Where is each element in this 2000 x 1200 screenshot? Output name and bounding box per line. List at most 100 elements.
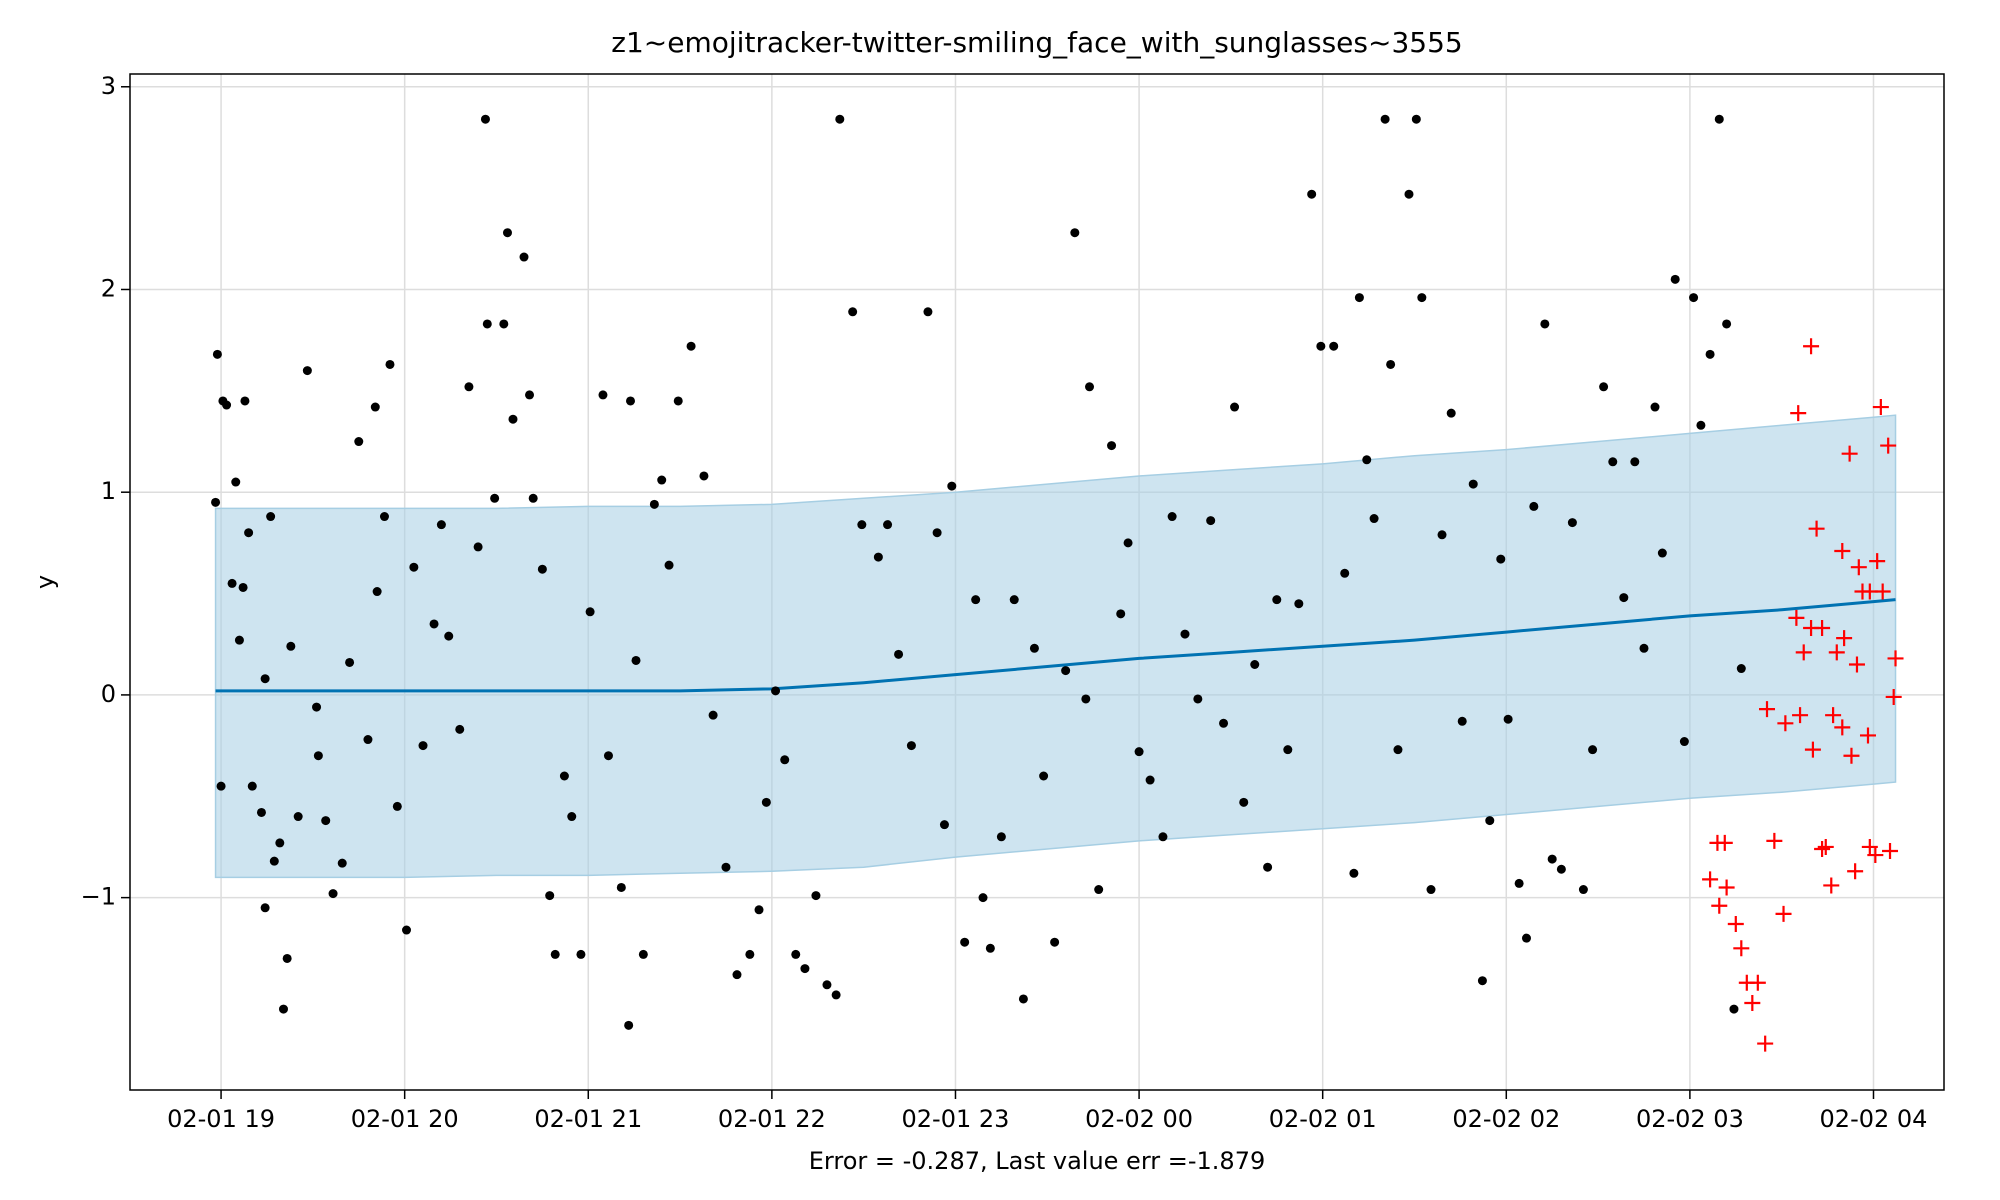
data-point bbox=[240, 396, 250, 406]
data-point bbox=[947, 481, 957, 491]
future-point bbox=[1834, 719, 1851, 736]
data-point bbox=[1329, 341, 1339, 351]
data-point bbox=[923, 307, 933, 317]
data-point bbox=[1180, 629, 1190, 639]
data-point bbox=[222, 400, 232, 410]
data-point bbox=[745, 949, 755, 959]
data-point bbox=[1206, 516, 1216, 526]
data-point bbox=[212, 349, 222, 359]
data-point bbox=[1496, 554, 1506, 564]
data-point bbox=[1417, 293, 1427, 303]
data-point bbox=[238, 582, 248, 592]
y-tick-label: 0 bbox=[101, 680, 116, 708]
data-point bbox=[508, 414, 518, 424]
future-point bbox=[1836, 630, 1853, 647]
data-point bbox=[525, 390, 535, 400]
data-point bbox=[978, 893, 988, 903]
data-point bbox=[293, 812, 303, 822]
y-tick-label: −1 bbox=[81, 883, 116, 911]
data-point bbox=[354, 437, 364, 447]
data-point bbox=[1349, 868, 1359, 878]
data-point bbox=[831, 990, 841, 1000]
future-point bbox=[1718, 879, 1735, 896]
future-point bbox=[1790, 405, 1807, 422]
data-point bbox=[480, 114, 490, 124]
data-point bbox=[1145, 775, 1155, 785]
y-tick-label: 3 bbox=[101, 72, 116, 100]
data-point bbox=[244, 528, 254, 538]
data-point bbox=[464, 382, 474, 392]
data-point bbox=[894, 649, 904, 659]
future-point bbox=[1788, 609, 1805, 626]
data-point bbox=[638, 949, 648, 959]
data-point bbox=[266, 512, 276, 522]
data-point bbox=[260, 903, 270, 913]
future-point bbox=[1850, 559, 1867, 576]
x-tick-label: 02-01 22 bbox=[718, 1105, 826, 1133]
data-point bbox=[624, 1020, 634, 1030]
data-point bbox=[260, 674, 270, 684]
future-point bbox=[1882, 843, 1899, 860]
data-point bbox=[1167, 512, 1177, 522]
data-point bbox=[1608, 457, 1618, 467]
data-point bbox=[1239, 797, 1249, 807]
data-point bbox=[1619, 593, 1629, 603]
data-point bbox=[822, 980, 832, 990]
data-point bbox=[269, 856, 279, 866]
data-point bbox=[1116, 609, 1126, 619]
data-point bbox=[429, 619, 439, 629]
future-point bbox=[1885, 688, 1902, 705]
x-tick-label: 02-02 04 bbox=[1820, 1105, 1928, 1133]
data-point bbox=[328, 889, 338, 899]
future-point bbox=[1861, 838, 1878, 855]
data-point bbox=[576, 949, 586, 959]
data-point bbox=[1369, 514, 1379, 524]
x-tick-label: 02-02 00 bbox=[1085, 1105, 1193, 1133]
data-point bbox=[402, 925, 412, 935]
data-point bbox=[1018, 994, 1028, 1004]
data-point bbox=[1540, 319, 1550, 329]
data-point bbox=[616, 882, 626, 892]
data-point bbox=[1689, 293, 1699, 303]
data-point bbox=[418, 741, 428, 751]
data-point bbox=[800, 964, 810, 974]
data-point bbox=[960, 937, 970, 947]
data-point bbox=[256, 807, 266, 817]
data-point bbox=[1567, 518, 1577, 528]
data-point bbox=[649, 499, 659, 509]
data-point bbox=[519, 252, 529, 262]
data-point bbox=[906, 741, 916, 751]
data-point bbox=[664, 560, 674, 570]
future-point bbox=[1804, 741, 1821, 758]
data-point bbox=[708, 710, 718, 720]
future-point bbox=[1817, 838, 1834, 855]
x-tick-label: 02-01 23 bbox=[902, 1105, 1010, 1133]
x-tick-label: 02-01 21 bbox=[534, 1105, 642, 1133]
data-point bbox=[1426, 885, 1436, 895]
future-point bbox=[1795, 644, 1812, 661]
data-point bbox=[1272, 595, 1282, 605]
x-axis-label: Error = -0.287, Last value err =-1.879 bbox=[809, 1147, 1265, 1175]
y-tick-label: 2 bbox=[101, 274, 116, 302]
plot-frame bbox=[129, 73, 1945, 1091]
data-point bbox=[567, 812, 577, 822]
data-point bbox=[1061, 666, 1071, 676]
future-point bbox=[1727, 915, 1744, 932]
data-point bbox=[1009, 595, 1019, 605]
data-point bbox=[932, 528, 942, 538]
data-point bbox=[1556, 864, 1566, 874]
data-point bbox=[1650, 402, 1660, 412]
data-point bbox=[1158, 832, 1168, 842]
data-point bbox=[1670, 274, 1680, 284]
data-point bbox=[1094, 885, 1104, 895]
data-point bbox=[673, 396, 683, 406]
data-point bbox=[1639, 643, 1649, 653]
data-point bbox=[1529, 501, 1539, 511]
data-point bbox=[1547, 854, 1557, 864]
data-point bbox=[811, 891, 821, 901]
future-point bbox=[1716, 834, 1733, 851]
data-point bbox=[379, 512, 389, 522]
data-point bbox=[227, 578, 237, 588]
future-point bbox=[1775, 905, 1792, 922]
future-point bbox=[1872, 399, 1889, 416]
